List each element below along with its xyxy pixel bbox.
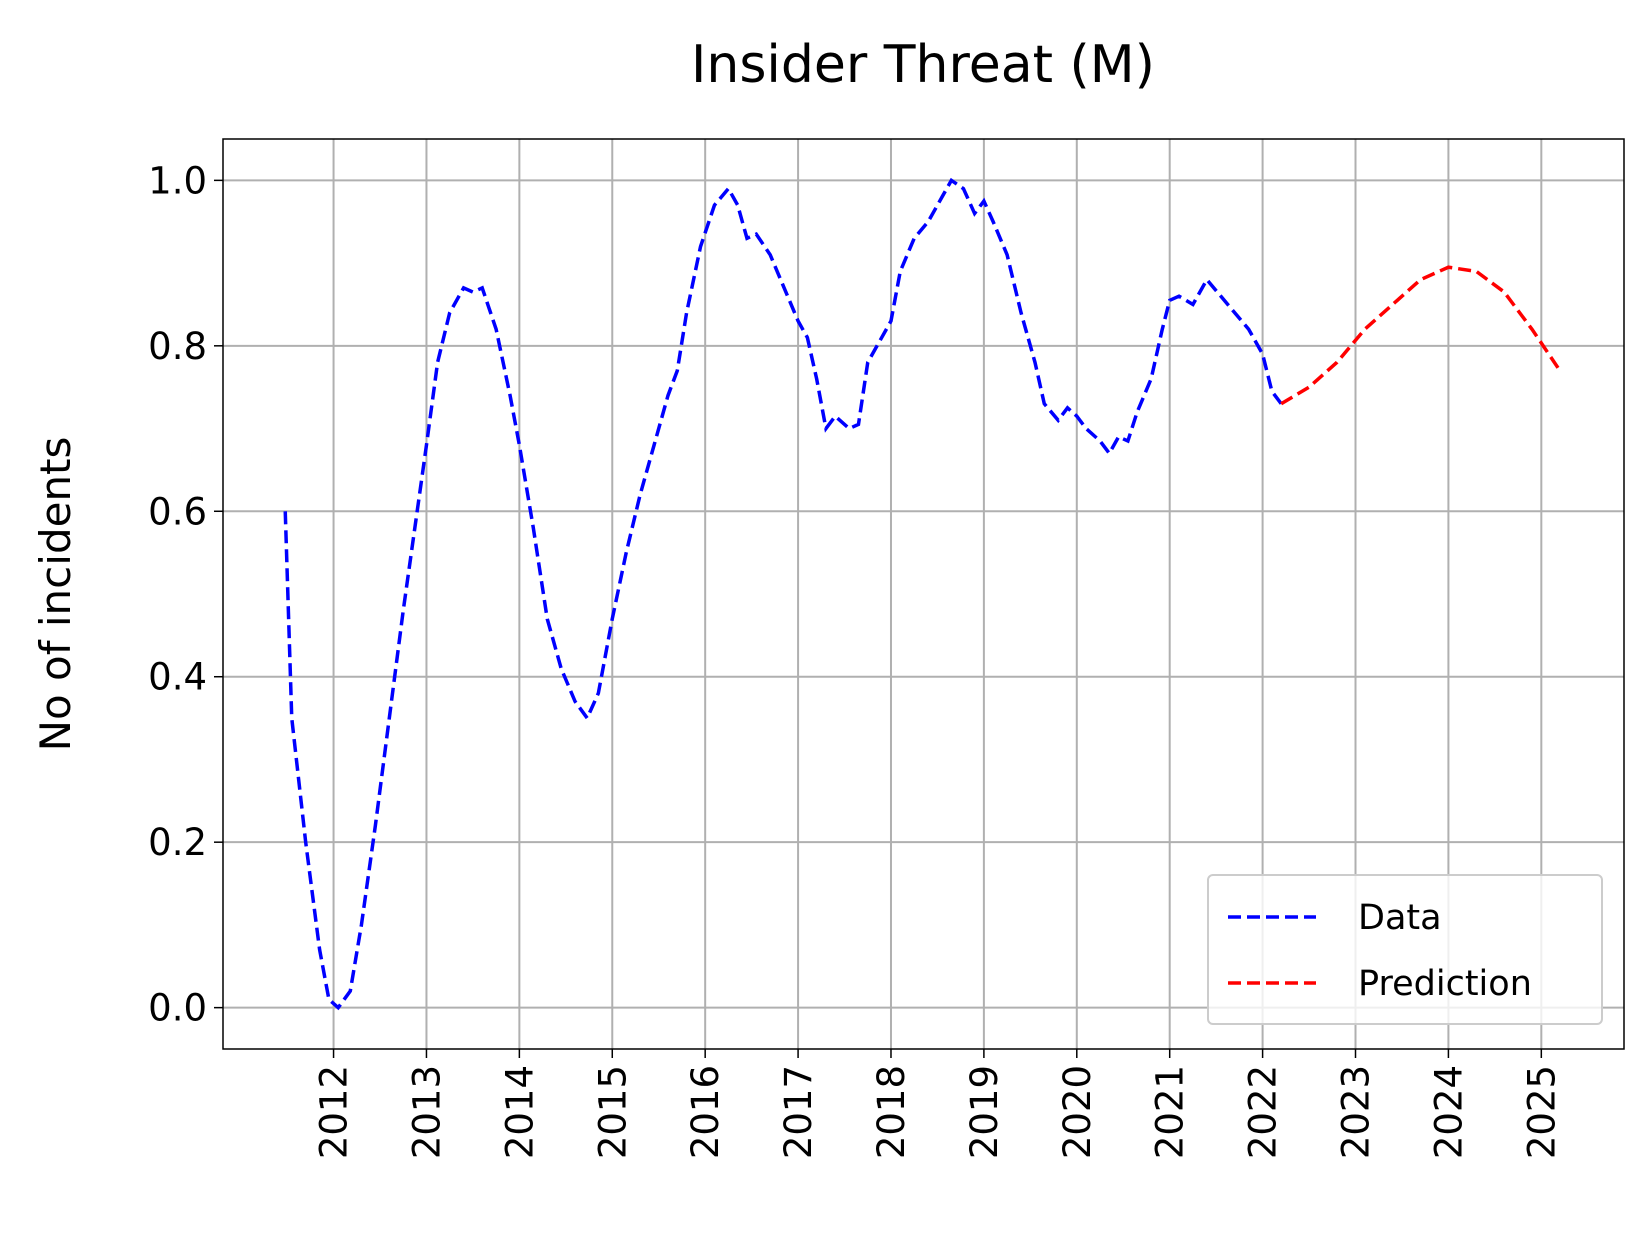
y-tick-label: 0.0: [148, 987, 207, 1030]
data-line: [1280, 265, 1562, 406]
y-axis-label: No of incidents: [31, 437, 80, 752]
x-tick-label: 2016: [684, 1065, 727, 1159]
x-tick-label: 2015: [591, 1065, 634, 1159]
x-tick-label: 2014: [498, 1065, 541, 1159]
x-tick-label: 2017: [777, 1065, 820, 1159]
x-tick-label: 2023: [1335, 1065, 1378, 1159]
legend-label: Data: [1358, 898, 1442, 938]
y-tick-label: 0.2: [148, 821, 207, 864]
plot-frame: [222, 138, 1625, 1050]
chart-title: Insider Threat (M): [691, 35, 1155, 95]
x-tick-label: 2012: [313, 1065, 356, 1159]
x-tick-label: 2019: [963, 1065, 1006, 1159]
x-tick-label: 2025: [1520, 1065, 1563, 1159]
x-tick-label: 2020: [1056, 1065, 1099, 1159]
y-tick-label: 1.0: [148, 159, 207, 202]
y-tick-label: 0.8: [148, 325, 207, 368]
y-tick-label: 0.4: [148, 656, 207, 699]
x-tick-label: 2022: [1242, 1065, 1285, 1159]
x-tick-label: 2018: [870, 1065, 913, 1159]
y-tick-label: 0.6: [148, 490, 207, 533]
x-tick-label: 2021: [1149, 1065, 1192, 1159]
data-line: [283, 177, 1283, 1011]
legend-label: Prediction: [1358, 964, 1532, 1004]
x-tick-label: 2013: [405, 1065, 448, 1159]
legend-box: [1207, 874, 1603, 1025]
x-tick-label: 2024: [1427, 1065, 1470, 1159]
